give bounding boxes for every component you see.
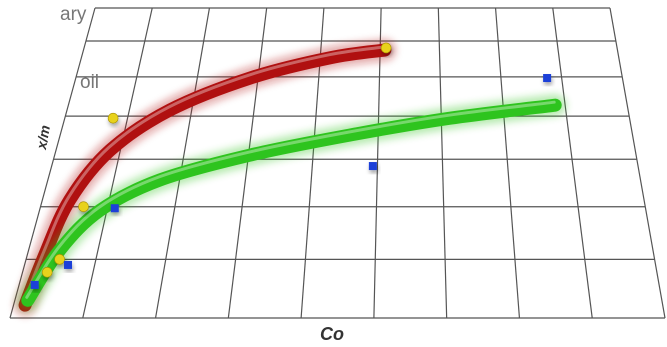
curve-highlight	[22, 45, 386, 304]
grid-line	[82, 7, 153, 319]
point	[30, 280, 39, 289]
curve	[21, 98, 562, 307]
point	[64, 260, 73, 269]
point	[110, 204, 119, 213]
grid-line	[552, 7, 593, 319]
grid-line	[494, 7, 521, 319]
grid-line	[437, 7, 448, 319]
grid-line	[9, 7, 96, 319]
point	[54, 254, 65, 265]
point	[380, 42, 392, 54]
curve	[18, 43, 392, 312]
x-axis-label: Co	[320, 324, 344, 344]
curve-highlight	[25, 100, 556, 299]
point	[107, 112, 119, 124]
point	[41, 266, 53, 278]
annotation: oil	[80, 72, 99, 93]
grid	[9, 7, 666, 319]
grid-line	[609, 7, 666, 319]
marks	[14, 39, 567, 317]
y-axis-label: x/m	[33, 124, 53, 152]
annotation: ary	[60, 4, 87, 25]
point	[78, 201, 89, 213]
point	[368, 162, 377, 171]
point	[543, 74, 552, 83]
